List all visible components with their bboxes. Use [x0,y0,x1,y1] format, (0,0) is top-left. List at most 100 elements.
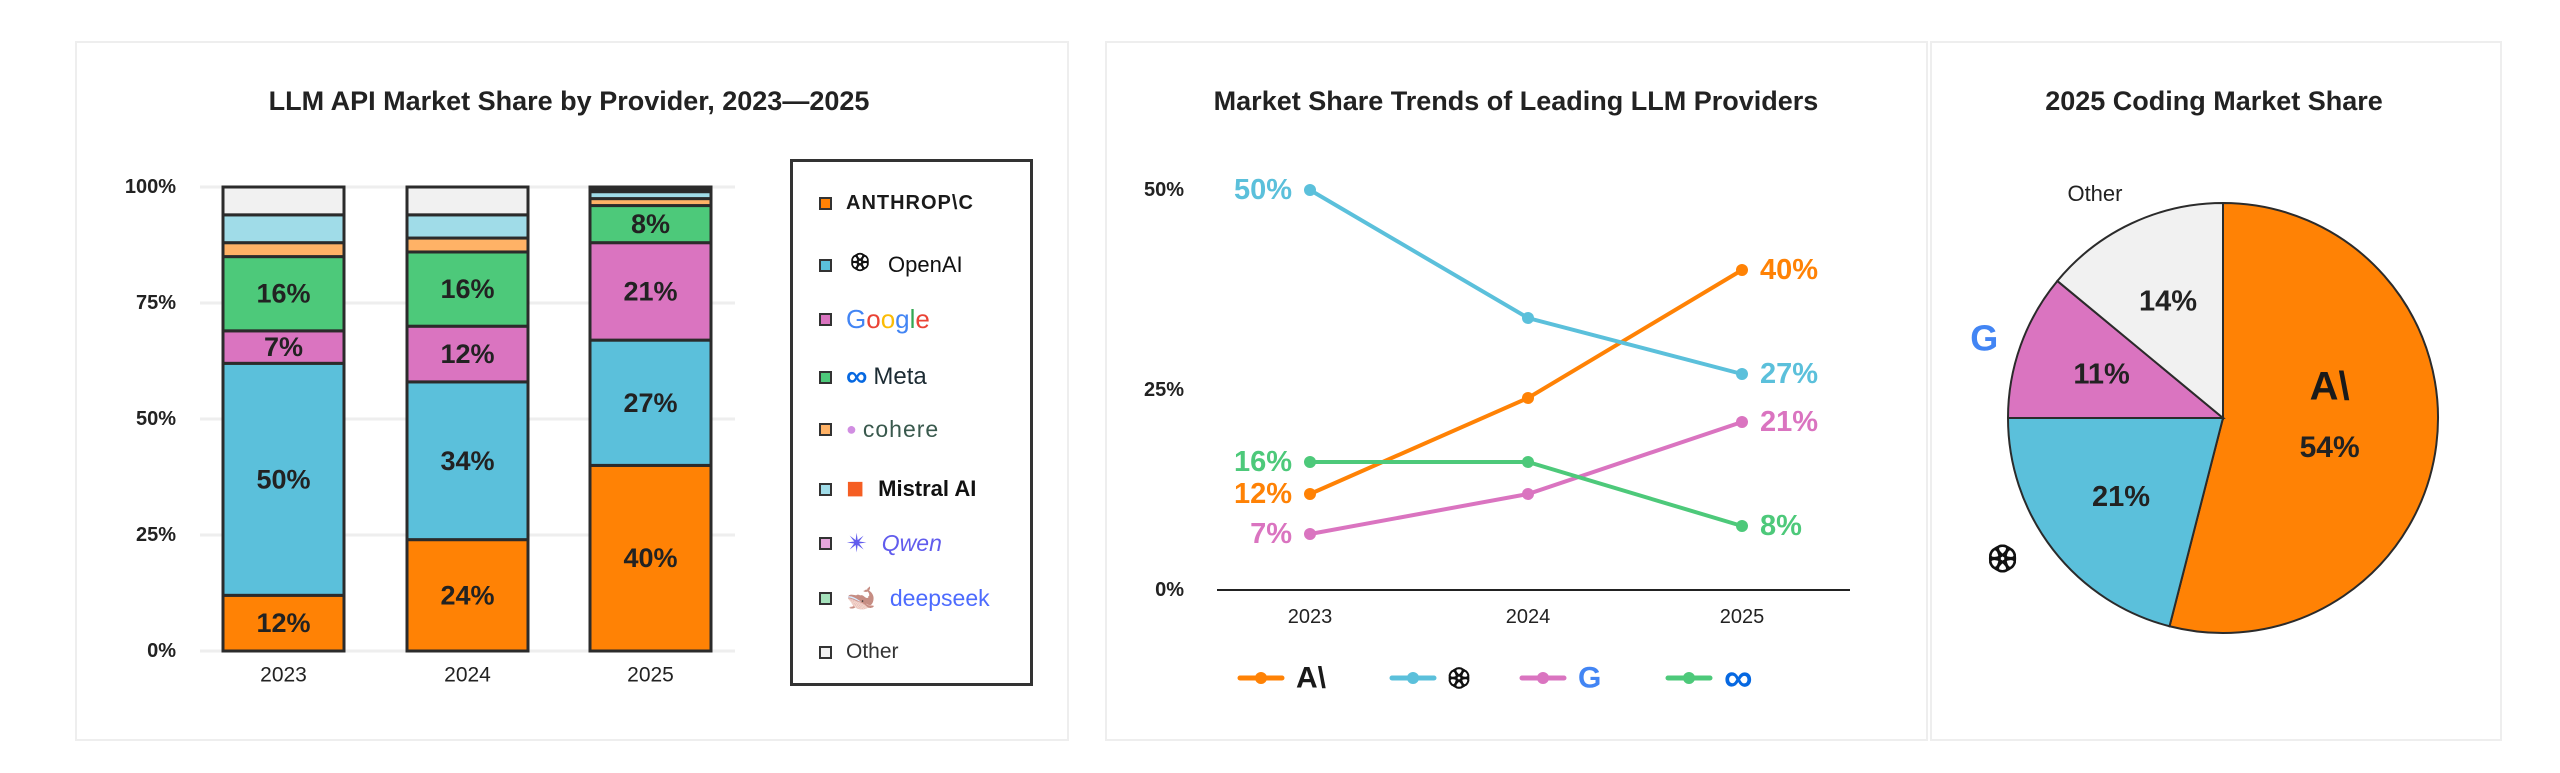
y-tick-label: 25% [1144,379,1184,401]
bar-data-label: 50% [256,464,310,494]
bar-segment-mistral-2024 [405,213,530,240]
openai-knot-petal [1996,544,2016,560]
bar-data-label: 40% [623,543,677,573]
openai-knot-petal [1454,667,1470,679]
bar-data-label: 16% [440,274,494,304]
y-tick-label: 50% [136,408,176,430]
end-value-label: 27% [1760,358,1818,390]
start-value-label: 16% [1234,446,1292,478]
openai-logo-icon [846,248,874,282]
bar-segment-cohere-2024 [405,236,530,254]
bar-segment-openai-2024 [405,380,530,542]
legend-swatch [819,313,832,326]
anthropic-logo-icon: A\ [2310,364,2350,408]
deepseek-logo-icon: 🐋 [846,585,876,612]
legend-swatch [819,482,832,496]
legend-label: deepseek [889,585,990,611]
legend-item-meta: ∞ Meta [819,360,927,394]
legend-item-cohere: ● cohere [819,416,939,443]
bar-segment-anthropic-2024 [405,538,530,653]
legend-label: cohere [862,416,940,442]
pie-slice-openai [2006,417,2225,628]
bar-segment-other-2025 [588,185,713,190]
line-point-google [1304,528,1316,540]
legend-swatch [819,258,832,272]
y-tick-label: 50% [1144,179,1184,201]
bar-data-label: 12% [256,608,310,638]
pie-chart-title: 2025 Coding Market Share [2045,86,2383,116]
bar-data-label: 34% [440,446,494,476]
line-chart-title: Market Share Trends of Leading LLM Provi… [1213,86,1819,116]
legend-marker [1407,672,1419,684]
openai-knot-petal [856,252,869,263]
pie-slice-anthropic [2168,201,2439,634]
line-point-meta [1522,456,1534,468]
bar-segment-google-2025 [588,241,713,342]
anthropic-legend-icon: A\ [1296,662,1327,695]
start-value-label: 12% [1234,478,1292,510]
bar-segment-openai-2025 [588,338,713,467]
legend-swatch [819,370,832,384]
line-point-openai [1522,312,1534,324]
line-point-meta [1304,456,1316,468]
line-point-anthropic [1522,392,1534,404]
end-value-label: 8% [1760,510,1802,542]
openai-icon [1988,544,2017,573]
legend-label: Other [846,640,899,663]
mistral-logo-icon: ■ [846,472,865,505]
pie-value-label: 21% [2092,481,2150,513]
x-tick-label: 2023 [1288,606,1333,628]
legend-marker [1255,672,1267,684]
legend-label: OpenAI [888,252,963,277]
y-tick-label: 25% [136,524,176,546]
pie-value-label: 11% [2073,358,2130,390]
legend-item-google: Google [819,304,930,335]
line-point-openai [1736,368,1748,380]
pie-slice-google [2006,279,2226,419]
bar-segment-mistral-2023 [221,213,346,245]
legend-marker [1683,672,1695,684]
legend-swatch [819,645,832,659]
start-value-label: 50% [1234,174,1292,206]
legend-item-mistral: ■ Mistral AI [819,472,976,506]
x-tick-label: 2024 [1506,606,1551,628]
openai-icon [1448,667,1470,689]
y-tick-label: 0% [147,640,176,662]
bar-chart-legend: ANTHROP\C OpenAI Google ∞ Meta ● cohere ■ Mistra… [790,159,1033,686]
meta-logo-icon: ∞ [846,360,868,393]
bar-segment-other-2024 [405,185,530,217]
bar-chart-title: LLM API Market Share by Provider, 2023—2… [268,86,870,116]
google-legend-icon: G [1578,662,1601,695]
line-point-google [1736,416,1748,428]
legend-swatch [819,423,832,436]
other-pie-label: Other [2067,181,2122,206]
end-value-label: 21% [1760,406,1818,438]
line-google [1309,420,1743,536]
legend-label: Google [846,304,930,334]
bar-data-label: 16% [256,279,310,309]
legend-item-openai: OpenAI [819,248,963,282]
line-point-anthropic [1304,488,1316,500]
x-tick-label: 2023 [260,664,307,687]
legend-swatch [819,197,832,210]
legend-swatch [819,537,832,550]
x-tick-label: 2024 [444,664,491,687]
legend-item-anthropic: ANTHROP\C [819,192,974,215]
cohere-logo-icon: ● [846,419,857,439]
meta-legend-icon: ∞ [1724,656,1753,700]
bar-segment-anthropic-2025 [588,463,713,653]
bar-segment-meta-2025 [588,204,713,245]
line-point-meta [1736,520,1748,532]
legend-marker [1537,672,1549,684]
line-chart-panel [1105,41,1928,741]
end-value-label: 40% [1760,254,1818,286]
openai-pie-label: OpenAI [2021,571,2025,574]
line-point-google [1522,488,1534,500]
legend-item-other: Other [819,640,899,664]
bar-segment-other-2023 [221,185,346,217]
y-tick-label: 0% [1155,579,1184,601]
legend-swatch [819,592,832,605]
openai-knot [851,252,869,272]
google-icon: G [1970,318,1998,359]
